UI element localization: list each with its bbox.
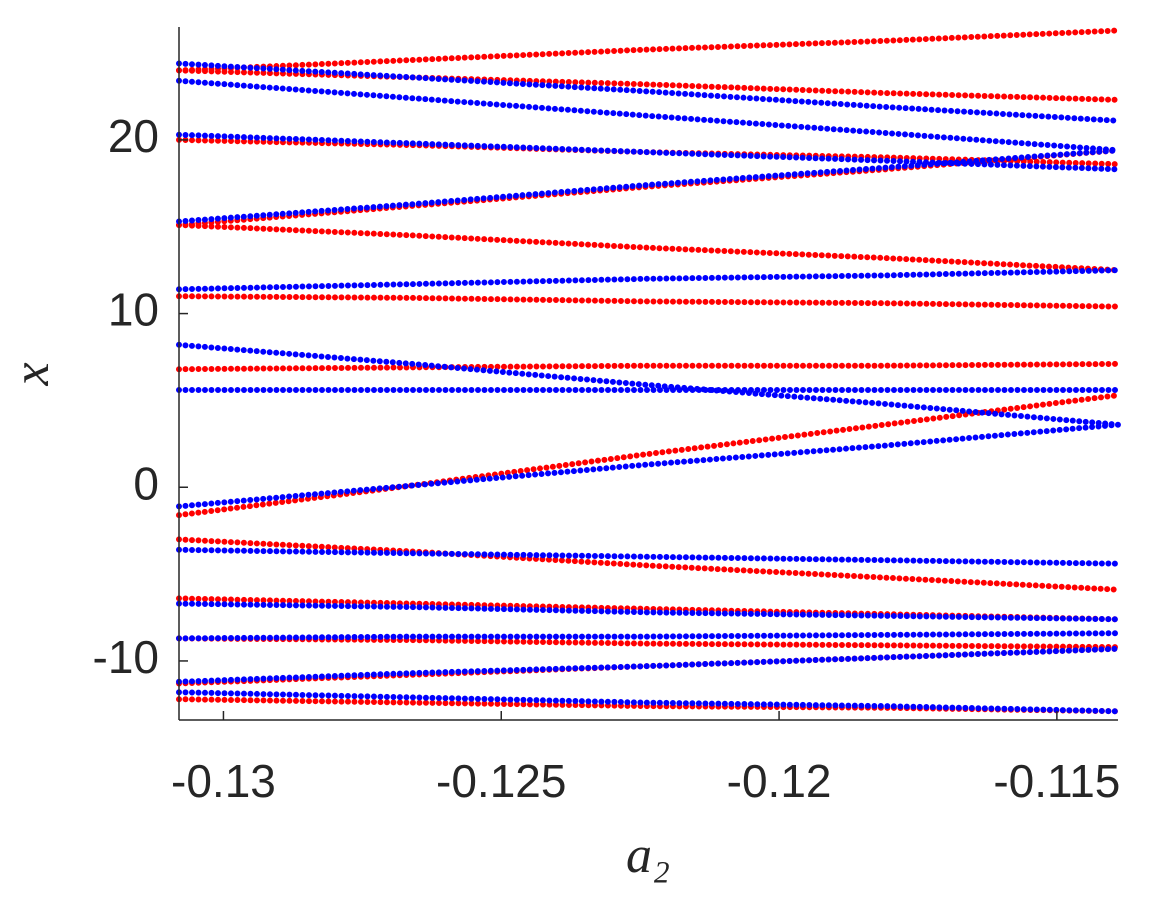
dotted-branch bbox=[176, 60, 1121, 124]
x-axis-label: a₂ bbox=[626, 827, 670, 884]
dotted-branch bbox=[176, 360, 1121, 373]
y-tick-label: 20 bbox=[108, 110, 159, 162]
y-tick-label: 10 bbox=[108, 284, 159, 336]
dotted-branch bbox=[176, 536, 1121, 593]
dotted-branch bbox=[176, 147, 1121, 225]
dotted-branch bbox=[176, 222, 1121, 274]
y-tick-label: -10 bbox=[93, 631, 159, 683]
x-tick-label: -0.115 bbox=[993, 755, 1120, 807]
dotted-branch bbox=[176, 341, 1121, 428]
x-tick-label: -0.125 bbox=[436, 755, 566, 807]
dotted-branch bbox=[176, 630, 1121, 642]
y-tick-label: 0 bbox=[133, 457, 159, 509]
x-tick-label: -0.12 bbox=[727, 755, 832, 807]
dotted-branch bbox=[176, 546, 1121, 567]
y-axis-label: x bbox=[3, 362, 60, 386]
dotted-branch bbox=[176, 267, 1121, 293]
dotted-branch bbox=[176, 67, 1121, 103]
dotted-branch bbox=[176, 27, 1121, 74]
dotted-branch bbox=[176, 600, 1121, 623]
dotted-branch bbox=[176, 689, 1121, 715]
dotted-branch bbox=[176, 421, 1121, 510]
dotted-branch bbox=[176, 635, 1121, 651]
dotted-branch bbox=[176, 595, 1121, 623]
x-tick-label: -0.13 bbox=[171, 755, 276, 807]
dotted-branch bbox=[176, 696, 1121, 715]
dotted-branch bbox=[176, 293, 1121, 310]
dotted-branch bbox=[176, 645, 1121, 685]
dotted-branch bbox=[176, 77, 1121, 154]
